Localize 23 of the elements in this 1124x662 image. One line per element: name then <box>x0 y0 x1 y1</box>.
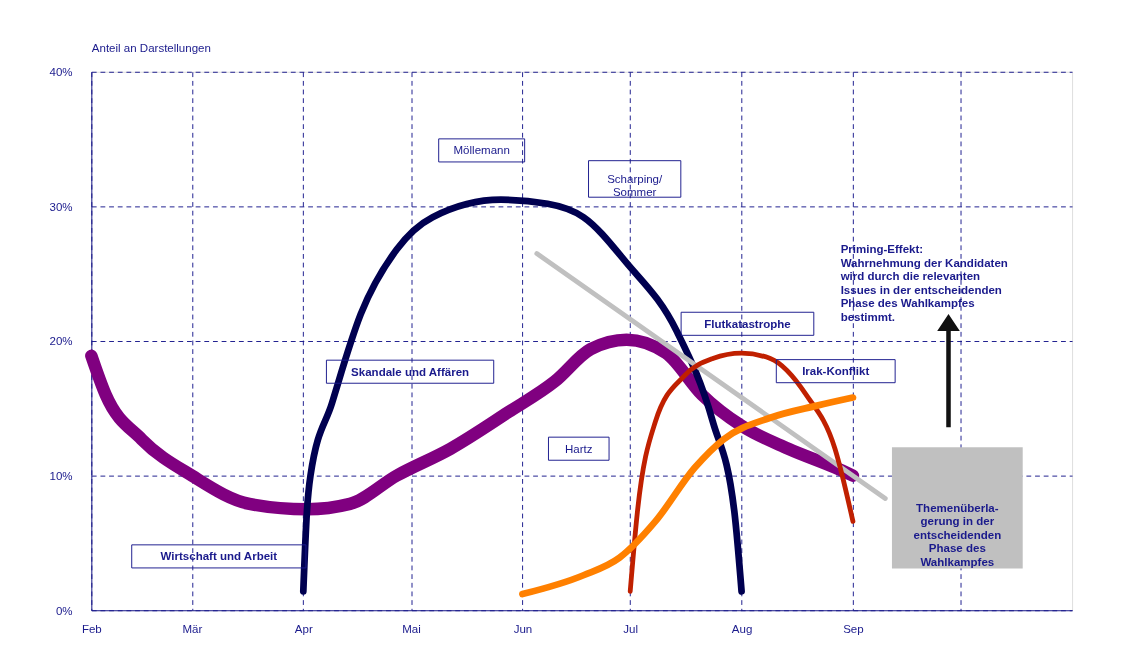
x-tick-label: Mär <box>182 622 203 635</box>
annotation: Themenüberla- gerung in der entscheidenden Phase des Wahlkampfes <box>913 501 1002 568</box>
y-tick-label: 10% <box>49 469 73 482</box>
annotation: Scharping/ Sommer <box>607 172 663 199</box>
y-tick-label: 0% <box>55 604 73 617</box>
annotation: Flutkatastrophe <box>704 317 792 330</box>
y-tick-label: 30% <box>49 200 73 213</box>
y-axis-title: Anteil an Darstellungen <box>91 42 211 55</box>
x-tick-label: Apr <box>294 622 313 635</box>
annotation: Skandale und Affären <box>351 365 470 378</box>
x-tick-label: Aug <box>731 622 753 635</box>
x-tick-label: Jun <box>513 622 533 635</box>
x-tick-label: Feb <box>81 622 102 635</box>
y-tick-label: 20% <box>49 335 73 348</box>
annotation: Hartz <box>565 442 593 455</box>
x-tick-label: Mai <box>402 622 421 635</box>
x-tick-label: Sep <box>843 622 864 635</box>
y-tick-label: 40% <box>49 66 73 79</box>
annotation: Irak-Konflikt <box>802 365 870 378</box>
annotation: Möllemann <box>453 144 510 157</box>
x-tick-label: Jul <box>623 622 639 635</box>
annotation: Priming-Effekt: Wahrnehmung der Kandidaten wird durch die relevanten Issues in der entscheidenden Phase des Wahlkampfes bestimmt. <box>839 243 1008 323</box>
annotation: Wirtschaft und Arbeit <box>160 550 278 563</box>
